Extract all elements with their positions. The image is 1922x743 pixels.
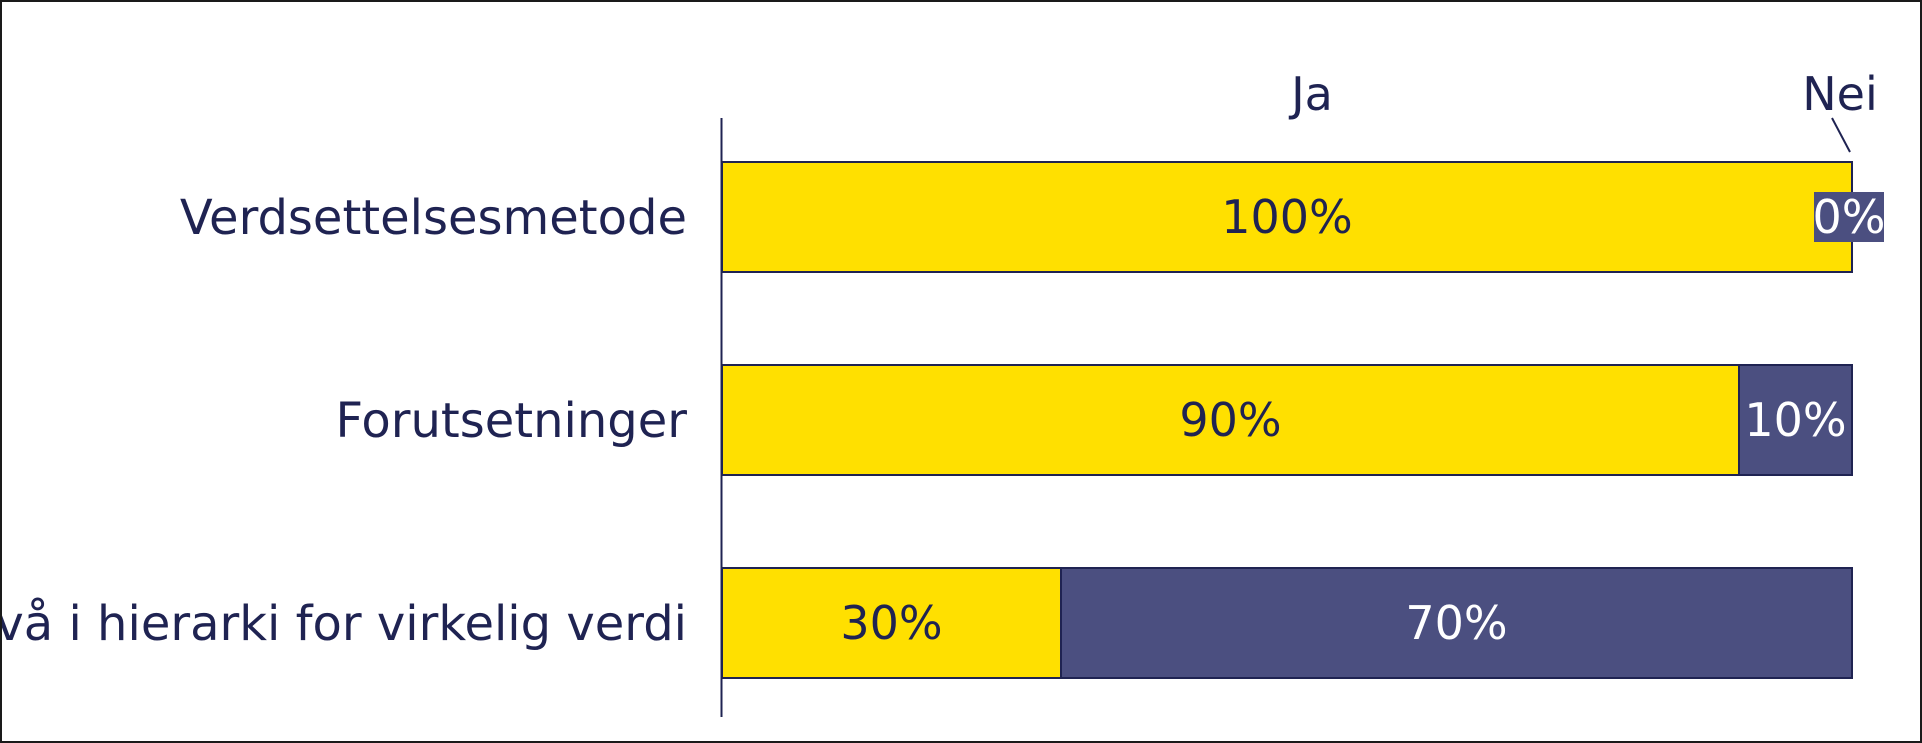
legend-leader-line-nei [1831, 117, 1851, 153]
category-label-1: Verdsettelsesmetode [180, 190, 687, 246]
bar-ja-1 [721, 161, 1853, 273]
bar-ja-3 [721, 567, 1062, 679]
bar-nei-3 [1060, 567, 1853, 679]
legend-label-ja: Ja [1288, 67, 1333, 121]
value-label-ja-3: 30% [840, 596, 942, 650]
legend-label-nei: Nei [1802, 67, 1878, 121]
value-label-nei-1: 0% [1813, 190, 1886, 244]
value-label-ja-2: 90% [1179, 393, 1281, 447]
value-label-ja-1: 100% [1221, 190, 1353, 244]
bar-nei-2 [1738, 364, 1853, 476]
value-label-nei-2: 10% [1744, 393, 1846, 447]
small-value-box-1 [1814, 192, 1884, 242]
bar-ja-2 [721, 364, 1740, 476]
value-label-nei-3: 70% [1405, 596, 1507, 650]
category-label-2: Forutsetninger [335, 393, 687, 449]
category-label-3: Nivå i hierarki for virkelig verdi [2, 596, 687, 652]
